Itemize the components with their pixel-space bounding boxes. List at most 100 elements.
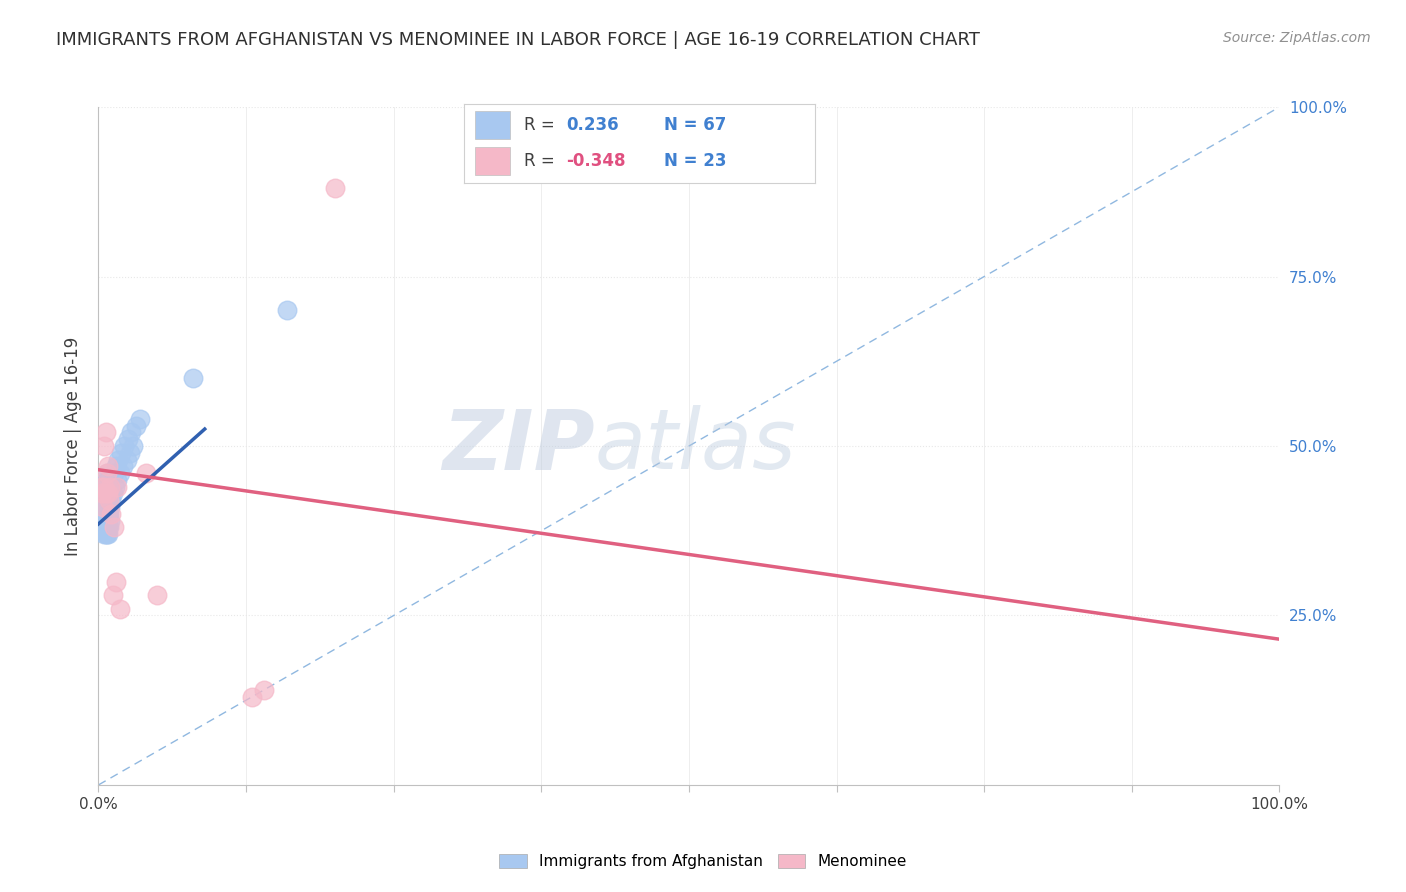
Text: IMMIGRANTS FROM AFGHANISTAN VS MENOMINEE IN LABOR FORCE | AGE 16-19 CORRELATION : IMMIGRANTS FROM AFGHANISTAN VS MENOMINEE… bbox=[56, 31, 980, 49]
Point bbox=[97, 480, 120, 494]
Point bbox=[98, 500, 121, 514]
Point bbox=[101, 486, 124, 500]
Point bbox=[120, 446, 142, 460]
Point bbox=[96, 473, 118, 487]
Point bbox=[94, 425, 117, 440]
Point bbox=[93, 480, 115, 494]
Point bbox=[98, 493, 121, 508]
Point bbox=[90, 480, 112, 494]
Point bbox=[101, 588, 124, 602]
Point bbox=[97, 486, 120, 500]
Point bbox=[115, 452, 138, 467]
Point bbox=[96, 466, 118, 480]
Point bbox=[96, 514, 118, 528]
Point bbox=[97, 459, 120, 474]
Point bbox=[91, 486, 114, 500]
Point bbox=[128, 412, 150, 426]
Text: N = 23: N = 23 bbox=[665, 152, 727, 169]
Point bbox=[94, 520, 117, 534]
Point bbox=[98, 486, 121, 500]
Point bbox=[105, 574, 128, 589]
Point bbox=[97, 514, 120, 528]
Point bbox=[97, 486, 120, 500]
Point bbox=[105, 459, 128, 474]
Point bbox=[97, 473, 120, 487]
Point bbox=[96, 527, 118, 541]
Point bbox=[96, 507, 118, 521]
Point bbox=[94, 527, 117, 541]
Point bbox=[121, 439, 143, 453]
Text: 0.236: 0.236 bbox=[567, 116, 619, 134]
Point bbox=[103, 466, 125, 480]
Point bbox=[98, 514, 121, 528]
Point bbox=[96, 520, 118, 534]
Point bbox=[94, 486, 117, 500]
Point bbox=[96, 493, 118, 508]
Point bbox=[97, 527, 120, 541]
Point bbox=[94, 514, 117, 528]
Point bbox=[91, 500, 114, 514]
Point bbox=[93, 507, 115, 521]
Point bbox=[112, 439, 135, 453]
Point bbox=[117, 432, 139, 446]
Y-axis label: In Labor Force | Age 16-19: In Labor Force | Age 16-19 bbox=[65, 336, 83, 556]
Point bbox=[97, 507, 120, 521]
Point bbox=[98, 480, 121, 494]
Point bbox=[253, 683, 276, 698]
Point bbox=[135, 466, 157, 480]
Point bbox=[94, 480, 117, 494]
Point bbox=[91, 486, 114, 500]
Point bbox=[146, 588, 169, 602]
Point bbox=[94, 493, 117, 508]
Point bbox=[110, 446, 132, 460]
Point bbox=[276, 303, 298, 318]
Text: Source: ZipAtlas.com: Source: ZipAtlas.com bbox=[1223, 31, 1371, 45]
Point bbox=[93, 500, 115, 514]
Point bbox=[181, 371, 204, 385]
Point bbox=[90, 520, 112, 534]
Point bbox=[98, 493, 121, 508]
Point bbox=[103, 520, 125, 534]
Point bbox=[93, 514, 115, 528]
Text: ZIP: ZIP bbox=[441, 406, 595, 486]
Text: -0.348: -0.348 bbox=[567, 152, 626, 169]
Point bbox=[240, 690, 263, 704]
Point bbox=[108, 466, 131, 480]
Legend: Immigrants from Afghanistan, Menominee: Immigrants from Afghanistan, Menominee bbox=[494, 848, 912, 875]
Text: R =: R = bbox=[524, 152, 560, 169]
Point bbox=[93, 527, 115, 541]
Text: N = 67: N = 67 bbox=[665, 116, 727, 134]
Point bbox=[91, 500, 114, 514]
Point bbox=[97, 493, 120, 508]
Text: atlas: atlas bbox=[595, 406, 796, 486]
Point bbox=[96, 500, 118, 514]
Point bbox=[93, 439, 115, 453]
Point bbox=[98, 507, 121, 521]
Point bbox=[94, 507, 117, 521]
Point bbox=[100, 507, 122, 521]
Point bbox=[96, 480, 118, 494]
Point bbox=[105, 473, 128, 487]
Point bbox=[323, 181, 346, 195]
Point bbox=[93, 486, 115, 500]
Point bbox=[108, 601, 131, 615]
Point bbox=[125, 418, 148, 433]
Point bbox=[96, 466, 118, 480]
Point bbox=[121, 425, 143, 440]
Point bbox=[93, 520, 115, 534]
Point bbox=[112, 459, 135, 474]
Point bbox=[91, 493, 114, 508]
Bar bbox=[475, 111, 510, 139]
Bar bbox=[475, 147, 510, 175]
Point bbox=[98, 520, 121, 534]
Point bbox=[104, 480, 127, 494]
Point bbox=[98, 480, 121, 494]
Point bbox=[97, 500, 120, 514]
Point bbox=[96, 486, 118, 500]
Point bbox=[91, 507, 114, 521]
Text: R =: R = bbox=[524, 116, 560, 134]
Point bbox=[94, 500, 117, 514]
Point bbox=[91, 514, 114, 528]
Point bbox=[100, 493, 122, 508]
Point bbox=[93, 493, 115, 508]
